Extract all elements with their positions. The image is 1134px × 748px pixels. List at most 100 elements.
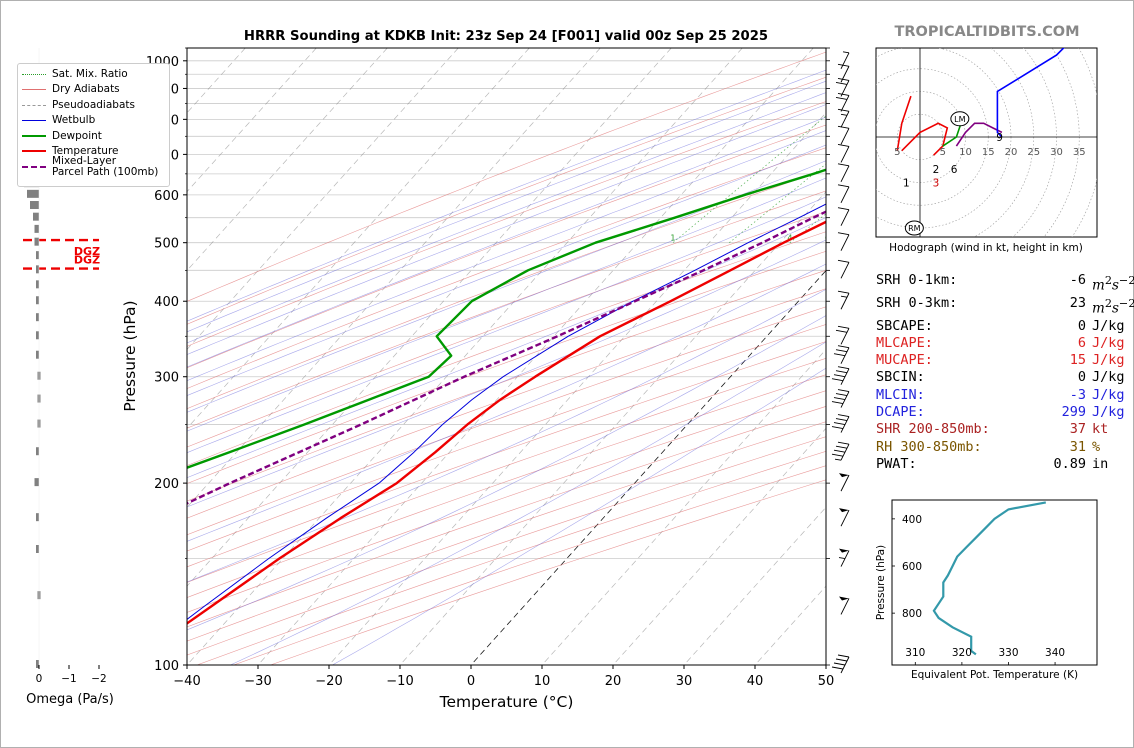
y-tick-label: 400: [154, 295, 179, 310]
skewt-axes: −40 −30 −20 −10 0 10 20 30 40 50 100 200 300 400 500 60…: [121, 47, 834, 711]
hodo-marker-label: RM: [908, 224, 921, 233]
wind-barb: [831, 441, 850, 461]
isotherm: [187, 48, 601, 508]
dry-adiabat: [187, 51, 826, 302]
param-unit: J/kg: [1092, 317, 1125, 334]
pseudoadiabat: [187, 92, 826, 344]
wind-barb: [837, 184, 850, 204]
param-row: MUCAPE: 15 J/kg: [876, 352, 1134, 369]
param-unit: kt: [1092, 421, 1109, 438]
hodo-segment: [955, 122, 1003, 147]
legend-label: Temperature: [52, 144, 119, 157]
hodo-segment: [896, 95, 912, 151]
omega-bar: [34, 224, 39, 233]
legend-item: Dry Adiabats: [18, 82, 120, 96]
wind-barb: [837, 163, 850, 183]
mixing-ratio-label: 1: [670, 234, 675, 243]
isotherm: [612, 427, 826, 665]
isotherm: [541, 348, 826, 665]
dry-adiabat: [187, 124, 826, 369]
param-row: DCAPE: 299 J/kg: [876, 404, 1134, 421]
param-value: 299: [1061, 404, 1086, 421]
y-tick-label: 600: [154, 189, 179, 204]
skewt-profiles: 66F56F: [187, 168, 826, 625]
dry-adiabat: [187, 406, 826, 628]
hodo-height-label: 2: [933, 164, 940, 176]
isotherm: [187, 48, 672, 587]
hodo-ring-label: 15: [982, 147, 995, 158]
legend-swatch: [22, 150, 46, 152]
hodo-marker: [950, 111, 970, 127]
pseudoadiabat: [187, 177, 826, 432]
param-label: SRH 0-1km:: [876, 272, 958, 288]
legend-item: Dewpoint: [18, 129, 102, 143]
dry-adiabat: [187, 269, 826, 502]
theta-e-axes: 310 320 330 340 400 600 800 Equivalent Pot. Tem…: [875, 514, 1078, 681]
dry-adiabat: [187, 324, 826, 552]
param-label: MLCIN:: [876, 386, 925, 403]
x-tick-label: 0: [467, 674, 475, 689]
wind-barb: [837, 125, 850, 145]
wind-barb: [833, 345, 850, 364]
param-row: MLCIN: -3 J/kg: [876, 387, 1134, 404]
theta-y-tick-label: 400: [902, 514, 922, 526]
hodo-marker: [904, 220, 924, 236]
dry-adiabat: [187, 147, 826, 389]
y-tick-label: 500: [154, 237, 179, 252]
series-dewpoint: [187, 168, 826, 469]
mixing-ratio-label: 8: [852, 234, 857, 243]
wind-barb: [839, 596, 850, 615]
param-row: PWAT: 0.89 in: [876, 456, 1134, 473]
legend-item: Mixed-Layer Parcel Path (100mb): [18, 156, 158, 178]
param-unit: J/kg: [1092, 369, 1125, 386]
pseudoadiabat: [187, 130, 826, 381]
omega-tick-label: 0: [36, 673, 43, 685]
dry-adiabat: [187, 390, 826, 613]
pseudoadiabat: [187, 315, 826, 631]
param-label: DCAPE:: [876, 404, 925, 421]
wind-barbs: [831, 51, 850, 674]
legend-item: Wetbulb: [18, 113, 95, 127]
legend-swatch: [22, 166, 46, 168]
wind-barb: [835, 78, 850, 97]
x-tick-label: −40: [173, 674, 200, 689]
dgz-label: DGZ: [74, 245, 100, 258]
param-label: MLCAPE:: [876, 334, 933, 351]
pseudoadiabat: [187, 217, 826, 479]
hodograph-frame: [875, 47, 1098, 238]
legend-swatch: [22, 135, 46, 137]
param-value: -3: [1069, 386, 1086, 403]
param-row: SBCIN: 0 J/kg: [876, 369, 1134, 386]
theta-y-tick-label: 800: [902, 608, 922, 620]
isotherm: [328, 112, 826, 665]
hodo-ring-label: 35: [1073, 147, 1086, 158]
watermark: TROPICALTIDBITS.COM: [894, 24, 1079, 40]
legend-label: Sat. Mix. Ratio: [52, 67, 128, 80]
dry-adiabat: [187, 76, 826, 325]
hodo-height-label: 6: [951, 164, 958, 176]
series-wetbulb: [187, 203, 826, 621]
wind-barb: [839, 508, 850, 527]
theta-e-line: [932, 501, 1047, 656]
param-value: 23: [1069, 294, 1086, 311]
omega-bar: [36, 265, 39, 274]
wind-barb: [837, 63, 850, 83]
wind-barb: [835, 93, 850, 112]
wind-barb: [831, 366, 850, 385]
theta-x-tick-label: 310: [905, 647, 925, 659]
dry-adiabat: [187, 341, 826, 568]
legend-item: Sat. Mix. Ratio: [18, 67, 128, 81]
omega-bar: [33, 212, 39, 221]
param-value: 37: [1069, 421, 1086, 438]
y-tick-label: 300: [154, 371, 179, 386]
legend-label: Dry Adiabats: [52, 82, 120, 95]
omega-bar: [36, 447, 39, 456]
omega-bar: [30, 201, 39, 210]
pseudoadiabat: [187, 69, 826, 322]
y-tick-label: 200: [154, 477, 179, 492]
legend-item: Pseudoadiabats: [18, 98, 135, 112]
param-value: 0.89: [1053, 455, 1086, 472]
legend-swatch: [22, 73, 46, 75]
hodo-segment: [996, 48, 1065, 138]
